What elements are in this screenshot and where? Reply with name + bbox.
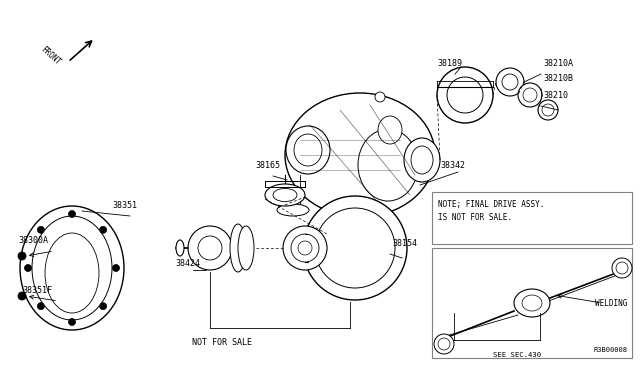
Circle shape (24, 264, 31, 272)
Ellipse shape (514, 289, 550, 317)
Ellipse shape (285, 93, 435, 217)
Text: 38351F: 38351F (22, 286, 52, 295)
Circle shape (616, 262, 628, 274)
Text: 38300A: 38300A (18, 236, 48, 245)
Text: 38210B: 38210B (543, 74, 573, 83)
Text: 38424: 38424 (175, 259, 200, 268)
FancyBboxPatch shape (432, 248, 632, 358)
Circle shape (113, 264, 120, 272)
Circle shape (434, 334, 454, 354)
Text: 38210A: 38210A (543, 59, 573, 68)
Circle shape (523, 88, 537, 102)
Text: 38154: 38154 (392, 239, 417, 248)
Ellipse shape (32, 216, 112, 320)
Text: SEE SEC.430: SEE SEC.430 (493, 352, 541, 358)
Ellipse shape (265, 184, 305, 206)
Ellipse shape (298, 241, 312, 255)
Circle shape (37, 303, 44, 310)
Text: FRONT: FRONT (38, 45, 61, 67)
Circle shape (68, 211, 76, 218)
Ellipse shape (294, 134, 322, 166)
Circle shape (437, 67, 493, 123)
Text: R3B00008: R3B00008 (594, 347, 628, 353)
FancyBboxPatch shape (432, 192, 632, 244)
Text: NOTE; FINAL DRIVE ASSY.
IS NOT FOR SALE.: NOTE; FINAL DRIVE ASSY. IS NOT FOR SALE. (438, 200, 545, 222)
Ellipse shape (20, 206, 124, 330)
Text: 38351: 38351 (112, 201, 137, 210)
Text: 38189: 38189 (437, 59, 462, 68)
Ellipse shape (277, 204, 309, 216)
Circle shape (100, 226, 107, 233)
Circle shape (438, 338, 450, 350)
Ellipse shape (378, 116, 402, 144)
Text: 38342: 38342 (440, 161, 465, 170)
Circle shape (100, 303, 107, 310)
Text: WELDING: WELDING (595, 298, 627, 308)
Text: NOT FOR SALE: NOT FOR SALE (192, 338, 252, 347)
Circle shape (198, 236, 222, 260)
Ellipse shape (230, 224, 246, 272)
Ellipse shape (176, 240, 184, 256)
Circle shape (538, 100, 558, 120)
Ellipse shape (273, 188, 297, 202)
Ellipse shape (286, 126, 330, 174)
Circle shape (18, 292, 26, 300)
Ellipse shape (358, 129, 418, 201)
Ellipse shape (411, 146, 433, 174)
Circle shape (518, 83, 542, 107)
Circle shape (502, 74, 518, 90)
Circle shape (496, 68, 524, 96)
Ellipse shape (238, 226, 254, 270)
Circle shape (447, 77, 483, 113)
Circle shape (542, 104, 554, 116)
Circle shape (37, 226, 44, 233)
Ellipse shape (522, 295, 542, 311)
Text: 38210: 38210 (543, 91, 568, 100)
Circle shape (315, 208, 395, 288)
Ellipse shape (291, 234, 319, 262)
Circle shape (68, 318, 76, 326)
Circle shape (612, 258, 632, 278)
Text: 38165: 38165 (255, 161, 280, 170)
Circle shape (375, 92, 385, 102)
Ellipse shape (45, 233, 99, 313)
Ellipse shape (283, 226, 327, 270)
Ellipse shape (404, 138, 440, 182)
Circle shape (303, 196, 407, 300)
Circle shape (188, 226, 232, 270)
Circle shape (18, 252, 26, 260)
